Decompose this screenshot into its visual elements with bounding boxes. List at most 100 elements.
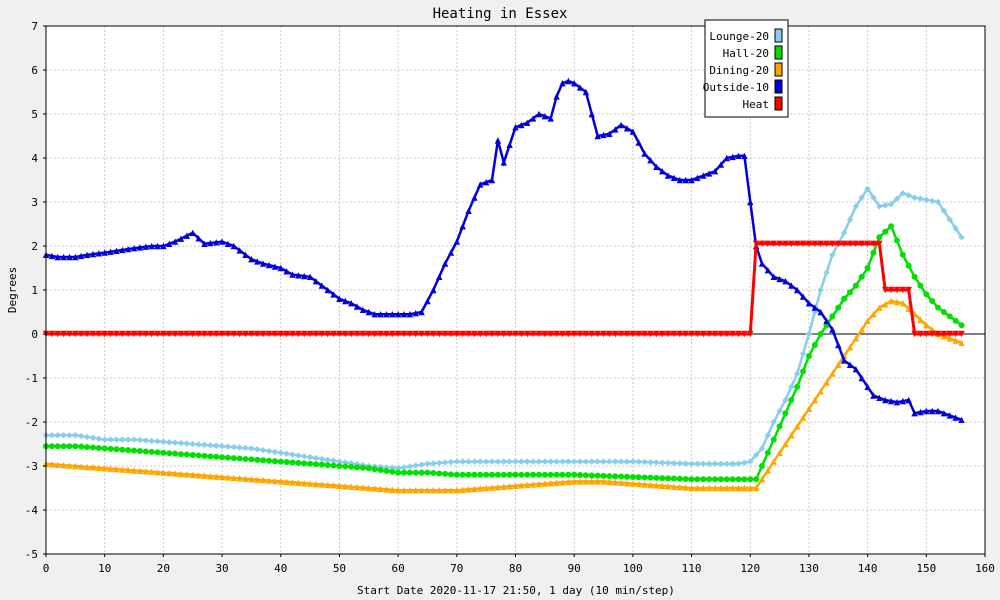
data-point <box>670 330 678 338</box>
data-point <box>612 126 619 133</box>
data-point <box>741 330 748 338</box>
data-point <box>207 330 214 338</box>
legend-swatch <box>774 62 783 77</box>
data-point <box>899 251 906 258</box>
data-point <box>353 483 361 491</box>
y-tick-label: 6 <box>31 64 38 77</box>
data-point <box>447 330 455 338</box>
data-point <box>83 433 91 441</box>
legend-swatch <box>774 28 783 43</box>
data-point <box>101 436 108 443</box>
data-point <box>852 240 860 247</box>
data-point <box>436 470 443 477</box>
data-point <box>923 291 930 298</box>
data-point <box>289 271 296 278</box>
data-point <box>524 471 531 478</box>
data-point <box>359 306 367 313</box>
data-point <box>817 331 824 337</box>
data-point <box>846 240 854 247</box>
data-point <box>218 443 226 450</box>
data-point <box>60 253 67 261</box>
data-point <box>946 412 953 419</box>
data-point <box>377 466 384 473</box>
data-point <box>794 383 801 390</box>
data-point <box>271 458 278 465</box>
data-point <box>442 470 449 477</box>
data-point <box>788 282 795 289</box>
data-point <box>48 443 55 450</box>
data-point <box>553 458 560 465</box>
data-point <box>846 361 854 368</box>
data-point <box>113 436 120 443</box>
data-point <box>166 450 173 457</box>
data-point <box>289 459 296 466</box>
data-point <box>295 459 302 466</box>
data-point <box>952 317 959 324</box>
data-point <box>142 437 149 444</box>
data-point <box>394 465 402 472</box>
data-point <box>66 462 73 469</box>
data-point <box>477 330 484 338</box>
data-point <box>236 475 243 482</box>
data-point <box>893 195 901 202</box>
data-point <box>330 330 337 338</box>
data-point <box>887 286 895 294</box>
data-point <box>524 330 531 338</box>
data-point <box>353 303 361 310</box>
data-point <box>371 485 378 492</box>
data-point <box>230 455 237 462</box>
data-point <box>465 330 472 338</box>
data-point <box>254 446 261 453</box>
data-point <box>248 445 255 452</box>
x-tick-label: 60 <box>392 562 405 575</box>
data-point <box>277 264 284 272</box>
data-point <box>923 407 930 415</box>
data-point <box>312 480 320 488</box>
data-point <box>823 269 830 276</box>
data-point <box>60 330 67 338</box>
data-point <box>794 423 801 430</box>
data-point <box>130 436 138 443</box>
data-point <box>212 473 220 480</box>
data-point <box>835 240 842 247</box>
data-point <box>78 443 85 450</box>
y-tick-label: -3 <box>25 460 38 473</box>
data-point <box>952 330 959 338</box>
data-point <box>506 330 513 338</box>
data-point <box>254 476 261 483</box>
data-point <box>365 484 372 492</box>
data-point <box>582 478 590 485</box>
data-point <box>717 460 725 467</box>
data-point <box>717 330 725 338</box>
data-point <box>172 450 179 457</box>
data-point <box>764 240 772 247</box>
data-point <box>107 330 114 338</box>
y-tick-label: -2 <box>25 416 38 429</box>
data-point <box>54 432 61 439</box>
data-point <box>95 435 103 442</box>
data-point <box>201 330 208 338</box>
data-point <box>641 481 648 488</box>
data-point <box>318 461 325 468</box>
data-point <box>829 251 836 258</box>
data-point <box>230 474 237 482</box>
data-point <box>958 322 965 329</box>
data-point <box>119 446 126 453</box>
data-point <box>858 374 865 382</box>
data-point <box>676 176 684 184</box>
data-point <box>758 476 766 483</box>
data-point <box>154 242 161 250</box>
data-point <box>600 131 607 139</box>
data-point <box>524 458 531 465</box>
y-tick-label: -4 <box>25 504 39 517</box>
data-point <box>60 461 67 469</box>
data-point <box>805 353 812 359</box>
data-point <box>817 286 824 294</box>
data-point <box>488 330 496 338</box>
data-point <box>301 460 308 467</box>
data-point <box>905 192 912 199</box>
data-point <box>447 458 455 466</box>
y-tick-label: -1 <box>25 372 38 385</box>
data-point <box>136 448 143 455</box>
data-point <box>142 448 149 455</box>
